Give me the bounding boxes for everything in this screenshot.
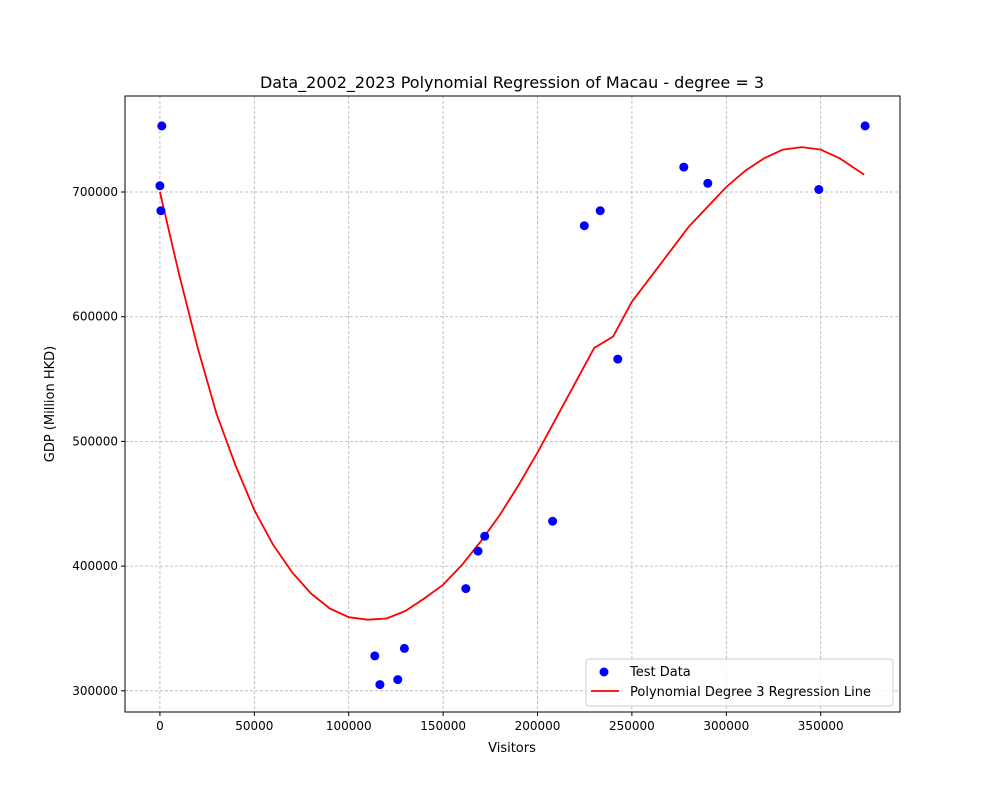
data-point <box>703 178 713 188</box>
x-tick-label: 150000 <box>420 719 466 733</box>
y-tick-label: 500000 <box>72 434 118 448</box>
y-tick-label: 700000 <box>72 185 118 199</box>
data-point <box>814 185 824 194</box>
y-axis-label: GDP (Million HKD) <box>43 346 58 463</box>
legend-label-test-data: Test Data <box>629 665 691 680</box>
legend-box <box>585 658 894 707</box>
data-point <box>679 162 689 172</box>
data-point <box>548 516 558 526</box>
y-tick-label: 400000 <box>72 559 118 573</box>
data-point <box>370 651 380 661</box>
data-point <box>480 531 490 541</box>
x-tick-label: 300000 <box>703 719 749 733</box>
x-tick-label: 0 <box>156 719 164 733</box>
data-point <box>156 206 166 216</box>
data-point <box>579 221 589 231</box>
data-point <box>155 181 165 191</box>
data-point <box>461 584 471 594</box>
x-tick-label: 250000 <box>609 719 655 733</box>
x-axis-label: Visitors <box>488 741 536 756</box>
data-point <box>399 643 409 653</box>
x-tick-label: 200000 <box>515 719 561 733</box>
data-point <box>613 354 623 364</box>
data-point <box>375 680 385 690</box>
data-point <box>473 546 483 556</box>
chart-title: Data_2002_2023 Polynomial Regression of … <box>260 73 764 93</box>
legend-label-regression-line: Polynomial Degree 3 Regression Line <box>630 685 871 700</box>
x-tick-label: 50000 <box>235 719 273 733</box>
y-tick-label: 600000 <box>72 310 118 324</box>
data-point <box>393 675 403 685</box>
plot-frame <box>124 95 901 713</box>
axis-ticks: 0 50000 100000 150000 200000 250000 300000 3500… <box>72 185 843 733</box>
legend: Test Data Polynomial Degree 3 Regression… <box>585 658 894 707</box>
data-point <box>595 206 605 216</box>
regression-line <box>159 146 865 621</box>
y-tick-label: 300000 <box>72 684 118 698</box>
x-tick-label: 350000 <box>798 719 844 733</box>
legend-marker-test-data <box>599 667 609 677</box>
data-point <box>860 121 870 131</box>
data-point <box>157 121 167 131</box>
x-tick-label: 100000 <box>326 719 372 733</box>
plot-series <box>155 121 870 690</box>
